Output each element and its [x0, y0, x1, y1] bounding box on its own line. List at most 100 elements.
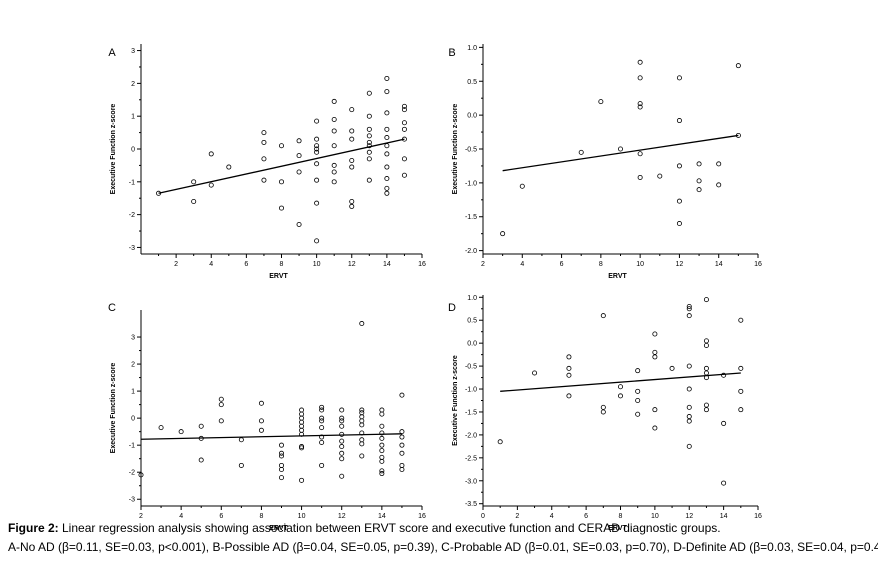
data-point	[379, 430, 385, 436]
data-point	[331, 162, 337, 168]
x-tick-label: 14	[715, 261, 723, 268]
data-point	[379, 448, 385, 454]
data-point	[208, 151, 214, 157]
data-point	[226, 164, 232, 170]
x-tick-label: 12	[338, 513, 346, 520]
data-point	[652, 349, 658, 355]
data-point	[258, 418, 264, 424]
y-tick-label: -1.0	[465, 180, 477, 187]
data-point	[635, 368, 641, 374]
data-point	[600, 409, 606, 415]
x-tick-label: 4	[550, 513, 554, 520]
data-point	[138, 472, 144, 478]
data-point	[331, 179, 337, 185]
data-point	[359, 418, 365, 424]
data-point	[191, 198, 197, 204]
regression-line	[500, 372, 741, 392]
data-point	[349, 203, 355, 209]
data-point	[686, 414, 692, 420]
data-point	[686, 363, 692, 369]
data-point	[686, 443, 692, 449]
data-point	[519, 183, 525, 189]
data-point	[637, 104, 643, 110]
data-point	[261, 156, 267, 162]
data-point	[278, 450, 284, 456]
data-point	[657, 173, 663, 179]
data-point	[532, 370, 538, 376]
data-point	[379, 458, 385, 464]
data-point	[600, 313, 606, 319]
data-point	[735, 63, 741, 69]
data-point	[652, 425, 658, 431]
y-tick-label: -2	[129, 470, 135, 477]
data-point	[566, 393, 572, 399]
data-point	[738, 317, 744, 323]
data-point	[379, 442, 385, 448]
y-tick-label: 2	[131, 362, 135, 369]
data-point	[384, 135, 390, 141]
data-point	[314, 136, 320, 142]
data-point	[703, 338, 709, 344]
data-point	[299, 477, 305, 483]
x-tick-label: 14	[720, 513, 728, 520]
data-point	[676, 221, 682, 227]
data-point	[339, 444, 345, 450]
data-point	[359, 410, 365, 416]
data-point	[600, 404, 606, 410]
data-point	[738, 365, 744, 371]
data-point	[331, 169, 337, 175]
data-point	[208, 182, 214, 188]
data-point	[703, 375, 709, 381]
data-point	[652, 407, 658, 413]
data-point	[384, 164, 390, 170]
data-point	[299, 423, 305, 429]
y-tick-label: -2.0	[465, 432, 477, 439]
y-tick-label: -0.5	[465, 147, 477, 154]
x-axis-label: ERVT	[608, 273, 627, 280]
x-tick-label: 10	[298, 513, 306, 520]
x-tick-label: 14	[383, 261, 391, 268]
data-point	[401, 136, 407, 142]
x-tick-label: 2	[139, 513, 143, 520]
data-point	[366, 126, 372, 132]
figure-label: Figure 2:	[8, 521, 59, 535]
x-tick-label: 14	[378, 513, 386, 520]
x-tick-label: 2	[174, 261, 178, 268]
data-point	[198, 457, 204, 463]
x-tick-label: 4	[209, 261, 213, 268]
data-point	[191, 179, 197, 185]
data-point	[299, 411, 305, 417]
data-point	[637, 151, 643, 157]
data-point	[218, 418, 224, 424]
data-point	[339, 423, 345, 429]
data-point	[703, 365, 709, 371]
x-tick-label: 12	[348, 261, 356, 268]
data-point	[319, 418, 325, 424]
data-point	[703, 297, 709, 303]
y-tick-label: -2.5	[465, 455, 477, 462]
data-point	[349, 198, 355, 204]
data-point	[278, 475, 284, 481]
data-point	[349, 164, 355, 170]
data-point	[399, 434, 405, 440]
data-point	[156, 190, 162, 196]
data-point	[366, 156, 372, 162]
data-point	[339, 456, 345, 462]
data-point	[401, 156, 407, 162]
x-tick-label: 6	[584, 513, 588, 520]
regression-line	[140, 433, 402, 440]
data-point	[299, 431, 305, 437]
data-point	[359, 430, 365, 436]
data-point	[598, 99, 604, 105]
data-point	[384, 143, 390, 149]
data-point	[278, 143, 284, 149]
data-point	[359, 437, 365, 443]
data-point	[366, 133, 372, 139]
y-tick-label: 0	[131, 147, 135, 154]
data-point	[384, 110, 390, 116]
data-point	[278, 205, 284, 211]
data-point	[384, 176, 390, 182]
data-point	[379, 435, 385, 441]
